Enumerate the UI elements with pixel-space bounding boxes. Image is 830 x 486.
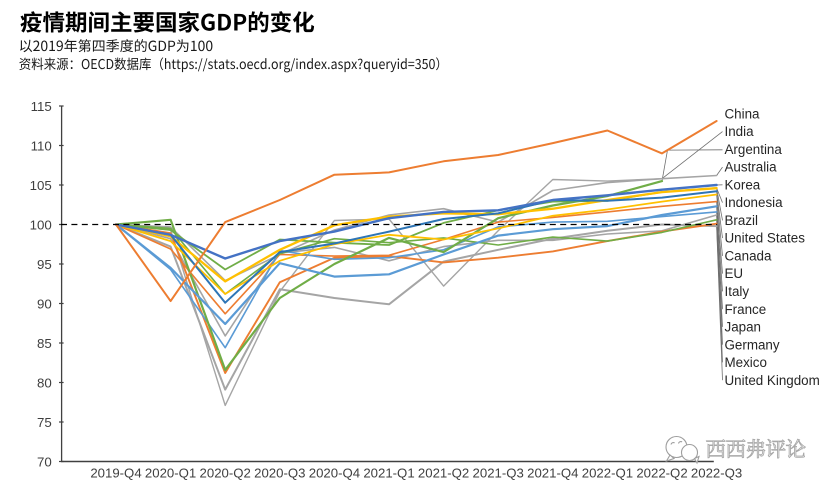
svg-text:Korea: Korea [725,177,761,192]
svg-text:2020-Q3: 2020-Q3 [254,465,305,480]
svg-text:Indonesia: Indonesia [725,195,784,210]
svg-text:75: 75 [37,415,52,430]
svg-text:90: 90 [37,296,52,311]
svg-text:Australia: Australia [725,160,778,175]
svg-text:China: China [725,106,761,121]
svg-text:2020-Q4: 2020-Q4 [309,465,360,480]
svg-text:80: 80 [37,375,52,390]
svg-text:EU: EU [725,266,744,281]
svg-text:India: India [725,124,755,139]
svg-text:2019-Q4: 2019-Q4 [90,465,141,480]
svg-text:100: 100 [30,217,52,232]
svg-text:2020-Q2: 2020-Q2 [200,465,251,480]
svg-text:Germany: Germany [725,337,780,352]
svg-text:110: 110 [31,138,52,153]
svg-text:Canada: Canada [725,249,772,264]
svg-text:85: 85 [37,336,52,351]
svg-text:2022-Q1: 2022-Q1 [582,465,633,480]
svg-text:Italy: Italy [725,284,750,299]
svg-text:70: 70 [37,454,52,469]
svg-text:France: France [725,302,767,317]
svg-text:2022-Q2: 2022-Q2 [636,465,687,480]
svg-text:2021-Q1: 2021-Q1 [363,465,414,480]
svg-text:United States: United States [725,231,806,246]
svg-text:Brazil: Brazil [725,213,759,228]
svg-text:United Kingdom: United Kingdom [725,373,820,388]
svg-text:2021-Q4: 2021-Q4 [527,465,578,480]
svg-text:Japan: Japan [725,320,761,335]
svg-text:2021-Q2: 2021-Q2 [418,465,469,480]
svg-text:115: 115 [31,99,52,114]
svg-text:2022-Q3: 2022-Q3 [691,465,742,480]
svg-text:Mexico: Mexico [725,355,767,370]
svg-text:105: 105 [30,178,52,193]
svg-text:95: 95 [37,257,52,272]
svg-text:2020-Q1: 2020-Q1 [145,465,196,480]
svg-text:2021-Q3: 2021-Q3 [473,465,524,480]
svg-text:Argentina: Argentina [725,142,783,157]
